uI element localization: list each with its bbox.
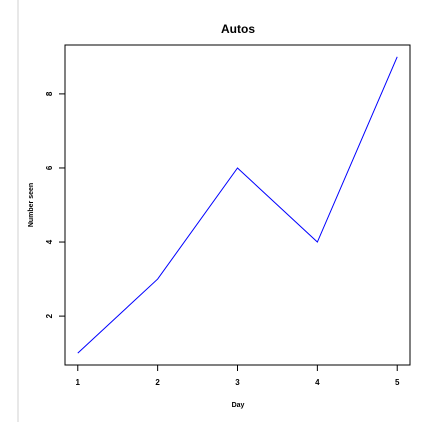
y-tick-label: 4 [45, 239, 54, 244]
y-axis-label: Number seen [28, 183, 35, 227]
x-tick-label: 1 [76, 378, 81, 387]
x-tick-label: 3 [235, 378, 240, 387]
y-tick-label: 6 [45, 165, 54, 170]
chart-title: Autos [221, 22, 255, 36]
x-axis-label: Day [232, 402, 245, 409]
y-tick-label: 8 [45, 91, 54, 96]
x-tick-label: 2 [155, 378, 160, 387]
series-line [77, 56, 398, 354]
x-axis: 1 2 3 4 5 [76, 364, 400, 387]
series-layer [77, 56, 398, 354]
x-tick-label: 4 [315, 378, 320, 387]
x-tick-label: 5 [395, 378, 400, 387]
y-axis: 2 4 6 8 [45, 91, 66, 318]
y-tick-label: 2 [45, 313, 54, 318]
